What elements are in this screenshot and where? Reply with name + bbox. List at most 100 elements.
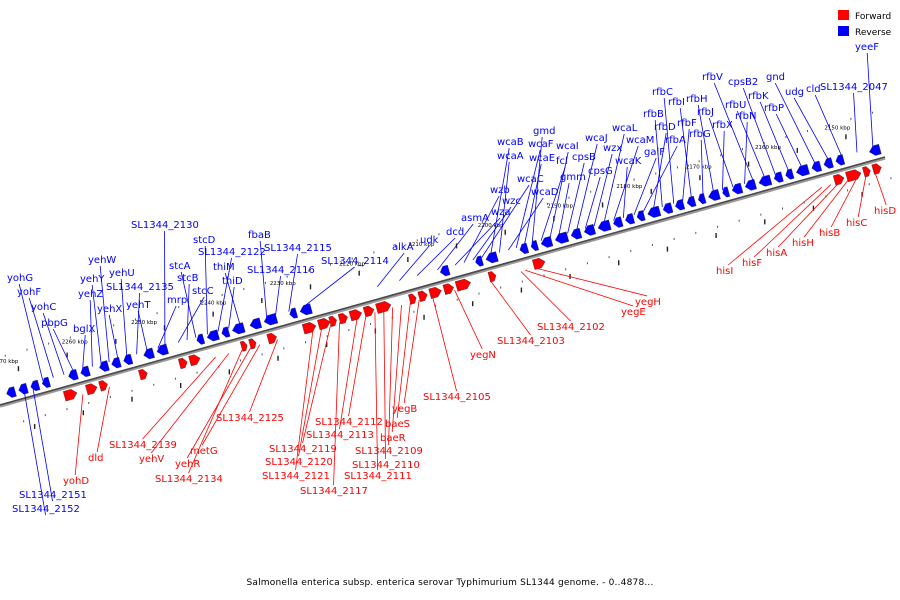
forward-gene-arrow xyxy=(85,383,98,396)
leader-line xyxy=(454,217,501,266)
leader-line xyxy=(697,104,715,193)
forward-gene-arrow xyxy=(337,312,348,325)
scale-label: 2190 kbp xyxy=(547,203,573,209)
leader-line xyxy=(74,394,84,476)
gene-label-stcc: stcC xyxy=(192,286,214,297)
gene-label-sl1344-2125: SL1344_2125 xyxy=(216,413,284,424)
gene-label-wcae: wcaE xyxy=(529,153,555,164)
leader-line xyxy=(633,157,657,216)
gene-label-yehz: yehZ xyxy=(78,289,103,300)
leader-line xyxy=(416,237,456,276)
leader-line xyxy=(490,147,510,256)
legend-reverse-swatch xyxy=(838,26,849,36)
leader-line xyxy=(288,253,298,312)
leader-line xyxy=(736,110,766,179)
gene-label-wcaa: wcaA xyxy=(497,151,524,162)
forward-gene-arrow xyxy=(428,286,442,299)
gene-label-galf: galF xyxy=(644,147,665,158)
leader-line xyxy=(525,269,634,307)
leader-line xyxy=(613,145,639,221)
gene-label-yehy: yehY xyxy=(80,274,105,285)
forward-gene-arrow xyxy=(62,389,78,402)
gene-label-hisi: hisI xyxy=(716,266,733,277)
gene-label-stca: stcA xyxy=(169,261,191,272)
forward-gene-arrow xyxy=(266,332,277,345)
gene-label-asma: asmA xyxy=(461,213,489,224)
leader-line xyxy=(82,334,86,370)
gene-label-bglx: bglX xyxy=(73,324,95,335)
forward-gene-arrow xyxy=(239,340,248,352)
leader-line xyxy=(275,275,281,316)
scale-label: 2240 kbp xyxy=(200,300,226,306)
gene-label-alka: alkA xyxy=(392,242,414,253)
leader-line xyxy=(217,257,232,332)
gene-label-baer: baeR xyxy=(380,433,406,444)
leader-line xyxy=(432,296,457,392)
leader-line xyxy=(531,136,543,244)
reverse-gene-arrow xyxy=(299,303,313,316)
gene-label-rfbp: rfbP xyxy=(764,103,784,114)
leader-line xyxy=(108,314,119,360)
leader-line xyxy=(228,286,235,329)
gene-label-fbab: fbaB xyxy=(248,230,271,241)
leader-line xyxy=(376,252,405,288)
leader-line xyxy=(391,304,402,433)
leader-line xyxy=(507,197,544,251)
leader-line xyxy=(830,177,858,228)
reverse-gene-arrow xyxy=(439,264,451,277)
forward-gene-arrow xyxy=(188,354,201,367)
forward-gene-arrow xyxy=(98,380,108,392)
reverse-gene-arrow xyxy=(823,157,834,169)
gene-label-wzb: wzb xyxy=(490,185,510,196)
gene-label-sl1344-2121: SL1344_2121 xyxy=(262,471,330,482)
gene-arrows xyxy=(6,143,882,402)
forward-gene-arrow xyxy=(442,283,454,295)
label-leader-lines xyxy=(18,52,887,516)
reverse-gene-arrow xyxy=(744,178,757,191)
gene-label-wcal: wcaL xyxy=(612,123,638,134)
leader-line xyxy=(333,322,340,486)
leader-line xyxy=(249,339,278,413)
gene-label-hisa: hisA xyxy=(766,248,787,259)
leader-line xyxy=(814,94,843,157)
gene-label-sl1344-2105: SL1344_2105 xyxy=(423,392,491,403)
gene-label-rfbg: rfbG xyxy=(689,129,711,140)
leader-line xyxy=(157,305,177,349)
leader-line xyxy=(654,119,663,207)
backbone-shadow xyxy=(0,156,886,408)
gene-label-hish: hisH xyxy=(792,238,814,249)
reverse-gene-arrow xyxy=(249,317,263,330)
leader-line xyxy=(18,283,44,381)
reverse-gene-arrow xyxy=(156,343,169,356)
reverse-gene-arrow xyxy=(662,202,674,214)
leader-line xyxy=(120,278,128,358)
reverse-gene-arrow xyxy=(811,160,823,173)
gene-label-wcai: wcaI xyxy=(556,141,579,152)
leader-line xyxy=(549,151,569,239)
gene-label-wzc: wzc xyxy=(502,196,521,207)
leader-line xyxy=(753,184,831,258)
reverse-gene-arrow xyxy=(583,223,597,236)
leader-line xyxy=(642,145,678,213)
gene-label-udg: udg xyxy=(785,87,804,98)
gene-label-yegh: yegH xyxy=(635,297,661,308)
gene-label-wcac: wcaC xyxy=(517,174,544,185)
gene-label-hisb: hisB xyxy=(819,228,840,239)
gene-label-yeef: yeeF xyxy=(855,42,879,53)
reverse-gene-arrow xyxy=(519,242,530,255)
reverse-gene-arrow xyxy=(530,239,540,252)
leader-line xyxy=(866,52,874,148)
forward-gene-arrow xyxy=(248,338,257,350)
gene-label-sl1344-2130: SL1344_2130 xyxy=(131,220,199,231)
leader-line xyxy=(142,356,216,440)
gene-label-sl1344-2112: SL1344_2112 xyxy=(315,417,383,428)
gene-label-rfbd: rfbD xyxy=(654,122,676,133)
leader-line xyxy=(523,163,542,246)
gene-label-wza: wza xyxy=(491,207,511,218)
leader-line xyxy=(777,181,840,248)
gene-label-sl1344-2113: SL1344_2113 xyxy=(306,430,374,441)
gene-label-sl1344-2120: SL1344_2120 xyxy=(265,457,333,468)
leader-line xyxy=(177,296,205,343)
leader-line xyxy=(99,265,110,362)
